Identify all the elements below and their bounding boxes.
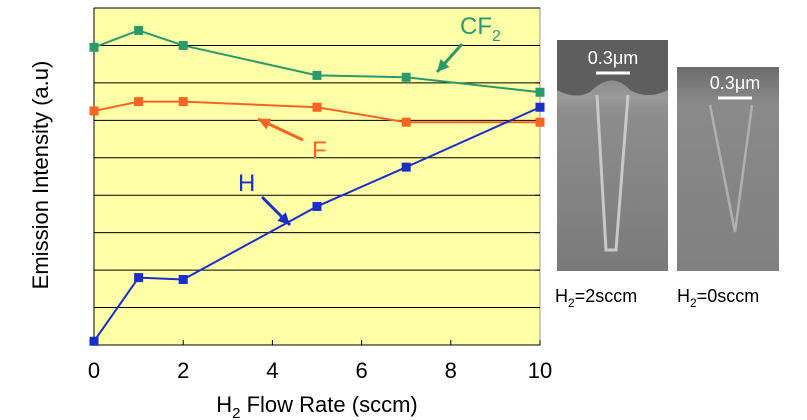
caption-part: H — [555, 286, 568, 306]
sem-images: 0.3μm 0.3μm H2=2sccm H2=0sccm — [555, 40, 779, 310]
plot-background — [94, 8, 540, 345]
x-tick-label: 2 — [177, 358, 189, 383]
annotation-text: H — [238, 170, 255, 197]
x-tick-label: 0 — [88, 358, 100, 383]
data-point — [134, 26, 143, 35]
caption-part: H — [677, 286, 690, 306]
x-tick-label: 6 — [355, 358, 367, 383]
annotation-text: F — [312, 137, 327, 164]
data-point — [313, 103, 322, 112]
data-point — [313, 71, 322, 80]
data-point — [536, 88, 545, 97]
scale-label: 0.3μm — [588, 48, 638, 68]
data-point — [90, 43, 99, 52]
data-point — [134, 97, 143, 106]
annotation-sub: 2 — [492, 28, 501, 45]
data-point — [536, 103, 545, 112]
data-point — [90, 337, 99, 346]
data-point — [402, 163, 411, 172]
annotation-text: CF — [460, 13, 492, 40]
scale-label: 0.3μm — [710, 73, 760, 93]
annotation: F — [312, 137, 327, 164]
figure: 0.3μm 0.3μm H2=2sccm H2=0sccm Emission I… — [0, 0, 807, 420]
data-point — [179, 41, 188, 50]
x-tick-label: 8 — [445, 358, 457, 383]
x-label-part: H — [216, 392, 232, 417]
data-point — [134, 273, 143, 282]
caption-part: =2sccm — [575, 286, 638, 306]
x-tick-label: 4 — [266, 358, 278, 383]
y-axis-label: Emission Intensity (a.u) — [28, 61, 53, 290]
annotation: H — [238, 170, 255, 197]
x-label-sub: 2 — [232, 405, 240, 420]
data-point — [536, 118, 545, 127]
data-point — [179, 275, 188, 284]
x-tick-label: 10 — [528, 358, 552, 383]
caption: H2=2sccm — [555, 286, 637, 310]
data-point — [402, 118, 411, 127]
data-point — [313, 202, 322, 211]
caption-part: =0sccm — [697, 286, 760, 306]
caption: H2=0sccm — [677, 286, 759, 310]
data-point — [402, 73, 411, 82]
data-point — [90, 106, 99, 115]
x-label-part: Flow Rate (sccm) — [240, 392, 417, 417]
data-point — [179, 97, 188, 106]
x-axis-label: H2 Flow Rate (sccm) — [216, 392, 417, 420]
